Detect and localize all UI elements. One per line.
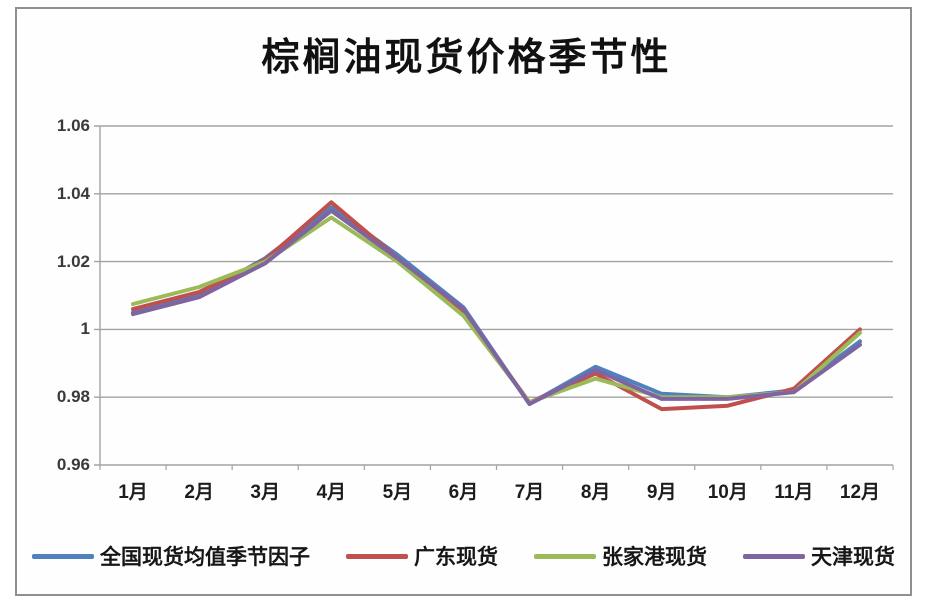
series-line-2 — [131, 215, 862, 405]
y-tick-label: 0.98 — [56, 387, 90, 407]
y-tick-label: 1 — [80, 319, 90, 339]
legend-line-swatch — [346, 553, 408, 559]
x-tick-label: 7月 — [514, 482, 545, 503]
legend-item-2: 张家港现货 — [534, 541, 707, 571]
x-tick-label: 3月 — [250, 482, 280, 503]
x-tick-label: 10月 — [707, 482, 748, 503]
y-tick-label: 1.06 — [56, 116, 90, 135]
series-line-1 — [131, 200, 862, 412]
x-tick-label: 8月 — [580, 482, 611, 503]
legend-line-swatch — [534, 553, 596, 559]
legend-label: 广东现货 — [414, 546, 498, 569]
x-tick-label: 9月 — [646, 482, 677, 503]
x-tick-label: 11月 — [774, 482, 814, 503]
legend: 全国现货均值季节因子 广东现货 张家港现货 天津现货 — [15, 541, 912, 571]
x-tick-label: 4月 — [316, 482, 347, 503]
legend-label: 天津现货 — [811, 546, 895, 569]
y-tick-label: 0.96 — [56, 455, 90, 474]
legend-line-swatch — [743, 553, 805, 559]
legend-line-swatch — [32, 553, 94, 559]
series-line-3 — [131, 208, 862, 406]
y-tick-label: 1.02 — [56, 251, 90, 271]
y-tick-label: 1.04 — [56, 183, 90, 203]
x-tick-label: 6月 — [448, 482, 479, 503]
x-tick-label: 1月 — [118, 482, 148, 503]
x-tick-label: 12月 — [839, 482, 881, 503]
series-line-0 — [131, 205, 862, 406]
chart-title: 棕榈油现货价格季节性 — [261, 34, 672, 79]
legend-item-1: 广东现货 — [346, 541, 498, 571]
legend-label: 张家港现货 — [602, 546, 707, 569]
x-tick-label: 5月 — [382, 482, 413, 503]
legend-label: 全国现货均值季节因子 — [100, 546, 310, 569]
x-tick-label: 2月 — [184, 482, 214, 503]
legend-item-3: 天津现货 — [743, 541, 895, 571]
legend-item-0: 全国现货均值季节因子 — [32, 541, 310, 571]
